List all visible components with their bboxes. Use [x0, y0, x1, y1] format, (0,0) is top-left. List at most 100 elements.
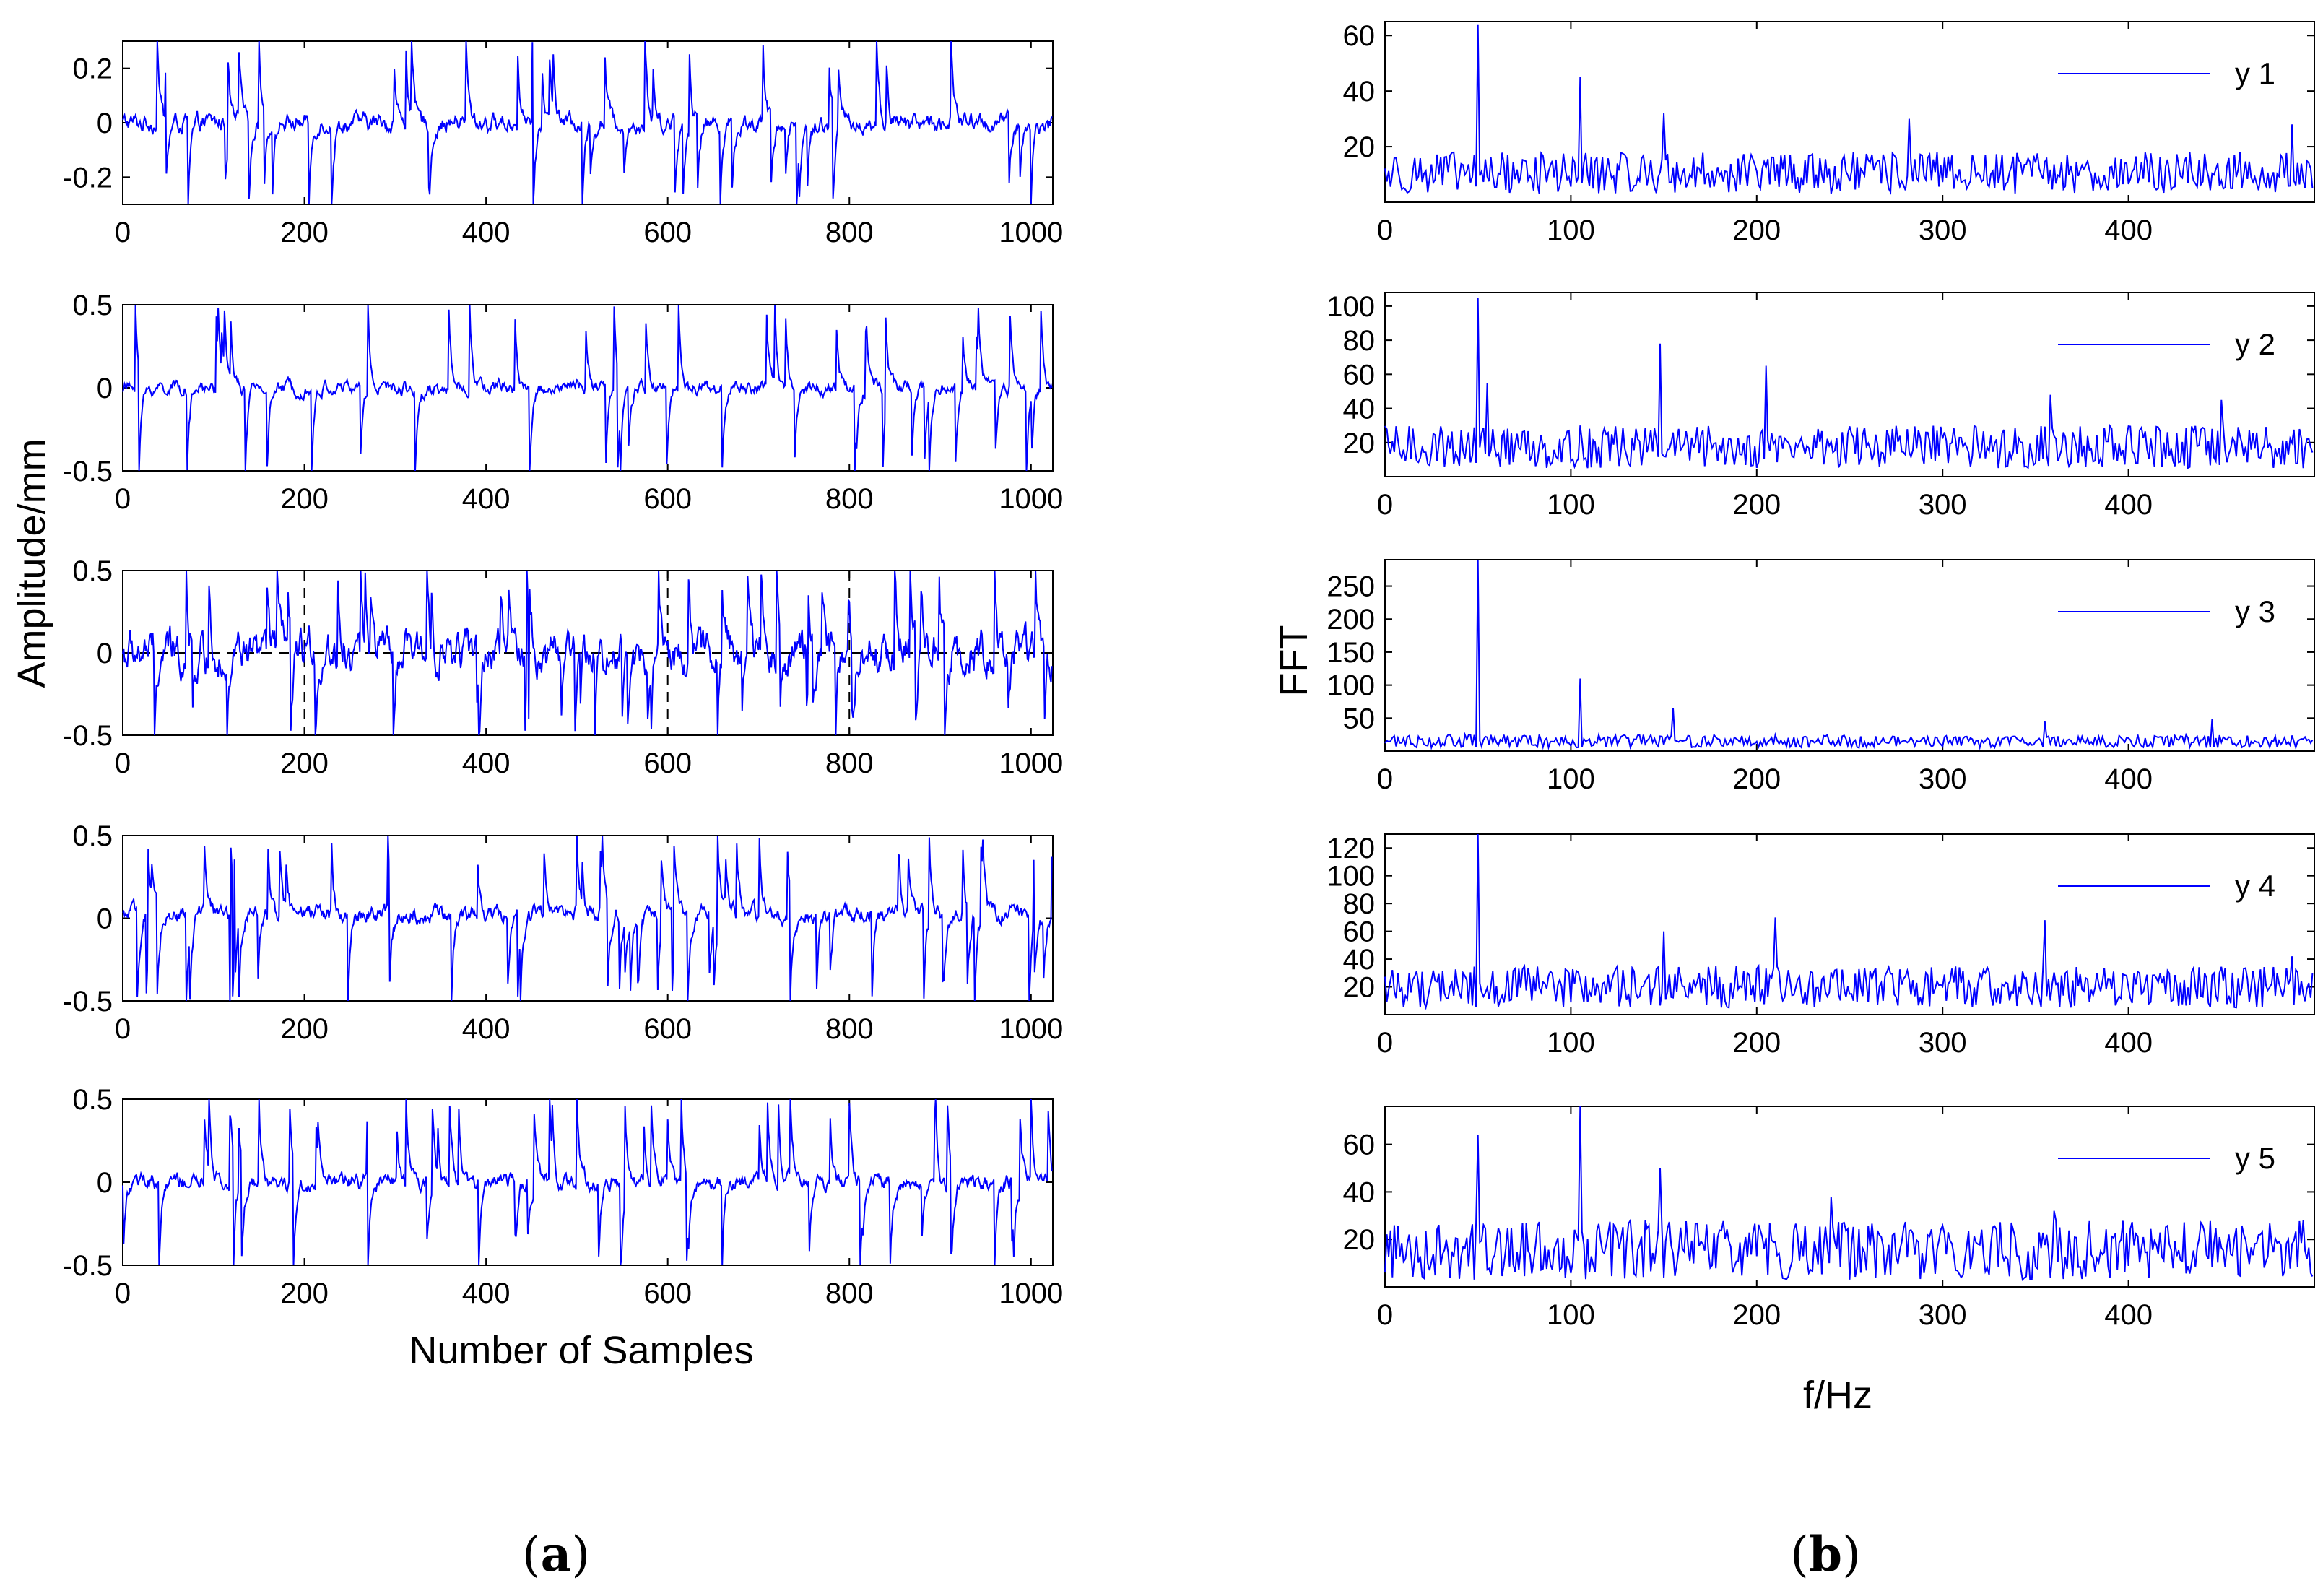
series-line-a2 [122, 304, 1053, 472]
x-tick-label: 400 [462, 1013, 511, 1045]
x-tick-label: 200 [1732, 489, 1781, 521]
panel-b-caption: (b) [1790, 1526, 1861, 1582]
x-tick-label: 200 [1732, 1027, 1781, 1059]
plot-frame-b3 [1384, 559, 2315, 752]
plot-frame-b1 [1384, 21, 2315, 203]
y-tick-label: 40 [1343, 76, 1376, 108]
y-tick-label: 60 [1343, 20, 1376, 52]
y-tick-label: -0.2 [63, 162, 113, 194]
plot-frame-b5 [1384, 1106, 2315, 1288]
x-tick-label: 200 [1732, 214, 1781, 246]
x-tick-label: 1000 [999, 1278, 1063, 1309]
x-tick-label: 100 [1547, 214, 1595, 246]
x-tick-label: 200 [280, 747, 329, 779]
y-tick-label: 60 [1343, 1129, 1376, 1161]
x-tick-label: 0 [115, 217, 131, 248]
series-line-b4 [1384, 833, 2314, 1010]
panel-a-ylabel: Amplitude/mm [10, 438, 53, 688]
x-tick-label: 400 [2104, 1299, 2153, 1331]
x-tick-label: 0 [1377, 763, 1393, 795]
series-line-b5 [1384, 1106, 2314, 1281]
y-tick-label: 0.5 [72, 555, 113, 587]
x-tick-label: 200 [1732, 763, 1781, 795]
x-tick-label: 0 [115, 1278, 131, 1309]
y-tick-label: 200 [1327, 604, 1375, 636]
panel-a-xlabel: Number of Samples [409, 1329, 753, 1372]
y-tick-label: -0.5 [63, 456, 113, 487]
y-tick-label: 40 [1343, 944, 1376, 976]
series-line-a3 [122, 570, 1053, 736]
panel-a-caption-letter: a [541, 1526, 572, 1582]
y-tick-label: 100 [1327, 291, 1375, 323]
x-tick-label: 400 [462, 1278, 511, 1309]
series-line-a1 [122, 40, 1053, 205]
x-tick-label: 100 [1547, 489, 1595, 521]
plot-frame-b4 [1384, 833, 2315, 1015]
x-tick-label: 100 [1547, 1027, 1595, 1059]
x-tick-label: 800 [825, 217, 874, 248]
y-tick-label: 50 [1343, 703, 1376, 734]
panel-a-caption: (a) [522, 1526, 590, 1582]
panel-b-xlabel: f/Hz [1803, 1374, 1872, 1417]
x-tick-label: 0 [1377, 1027, 1393, 1059]
legend-label-b3: y 3 [2235, 594, 2275, 628]
x-tick-label: 200 [280, 217, 329, 248]
x-tick-label: 0 [115, 1013, 131, 1045]
x-tick-label: 0 [115, 747, 131, 779]
y-tick-label: 120 [1327, 833, 1375, 864]
x-tick-label: 800 [825, 1278, 874, 1309]
y-tick-label: 0.5 [72, 290, 113, 321]
y-tick-label: 0 [97, 903, 113, 935]
x-tick-label: 400 [2104, 489, 2153, 521]
y-tick-label: 80 [1343, 888, 1376, 920]
panel-a-caption-open: ( [522, 1527, 541, 1582]
series-line-b3 [1384, 559, 2314, 751]
chart-b1: 0 100 200 300 400 20 40 60 y 1 [1343, 20, 2315, 246]
y-tick-label: 0.5 [72, 1084, 113, 1116]
x-tick-label: 0 [1377, 1299, 1393, 1331]
series-line-b2 [1384, 298, 2314, 469]
series-line-b1 [1384, 24, 2314, 195]
y-tick-label: 100 [1327, 670, 1375, 702]
x-tick-label: 1000 [999, 483, 1063, 515]
x-tick-label: 200 [1732, 1299, 1781, 1331]
x-tick-label: 0 [115, 483, 131, 515]
plot-frame-b2 [1384, 292, 2315, 477]
y-tick-label: 100 [1327, 861, 1375, 893]
x-tick-label: 400 [462, 747, 511, 779]
x-tick-label: 400 [2104, 214, 2153, 246]
y-tick-label: 40 [1343, 394, 1376, 425]
y-tick-label: 0.2 [72, 53, 113, 85]
x-tick-label: 100 [1547, 1299, 1595, 1331]
panel-b-caption-letter: b [1809, 1526, 1842, 1582]
x-tick-label: 300 [1919, 1027, 1967, 1059]
x-tick-label: 200 [280, 1278, 329, 1309]
x-tick-label: 1000 [999, 217, 1063, 248]
y-tick-label: 20 [1343, 972, 1376, 1004]
y-tick-label: 150 [1327, 637, 1375, 669]
y-tick-label: 0 [97, 638, 113, 669]
panel-b-ylabel: FFT [1272, 625, 1316, 697]
y-tick-label: 20 [1343, 131, 1376, 163]
x-tick-label: 400 [2104, 1027, 2153, 1059]
x-tick-label: 100 [1547, 763, 1595, 795]
x-tick-label: 400 [462, 483, 511, 515]
y-tick-label: 40 [1343, 1176, 1376, 1208]
legend-label-b4: y 4 [2235, 869, 2275, 903]
x-tick-label: 800 [825, 483, 874, 515]
x-tick-label: 600 [643, 483, 692, 515]
y-tick-label: 20 [1343, 1224, 1376, 1256]
x-tick-label: 600 [643, 1278, 692, 1309]
panel-b-caption-close: ) [1842, 1527, 1861, 1582]
y-tick-label: 80 [1343, 325, 1376, 357]
x-tick-label: 300 [1919, 489, 1967, 521]
y-tick-label: 0 [97, 108, 113, 139]
x-tick-label: 1000 [999, 747, 1063, 779]
